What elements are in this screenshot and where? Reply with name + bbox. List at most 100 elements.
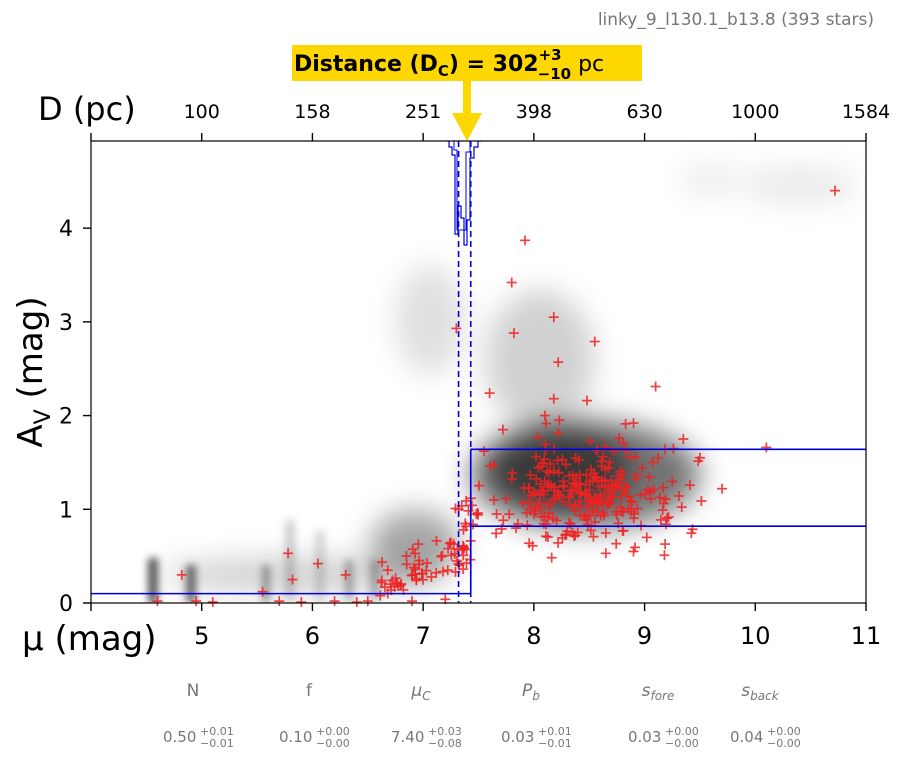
star-marker (655, 514, 666, 525)
star-marker (603, 491, 614, 502)
parameter-name: f (306, 681, 313, 701)
star-marker (508, 328, 519, 339)
x-tick-label: 7 (416, 622, 431, 650)
star-marker (351, 597, 362, 608)
star-marker (460, 518, 471, 529)
top-axis-ticks: 100 158 251 398 630 1000 1584 (90, 101, 890, 141)
y-axis-ticks: 0 1 2 3 4 (59, 217, 91, 617)
star-marker (694, 452, 705, 463)
star-marker (382, 565, 393, 576)
star-marker (608, 446, 619, 457)
star-marker (622, 482, 633, 493)
y-tick-label: 3 (59, 311, 73, 336)
star-marker (520, 235, 530, 246)
star-marker (548, 312, 559, 323)
star-marker (274, 596, 285, 607)
star-marker (587, 475, 598, 486)
star-marker (617, 525, 628, 536)
star-marker (600, 475, 611, 486)
star-marker (555, 490, 566, 501)
star-marker (458, 543, 469, 554)
density-background (148, 164, 860, 603)
top-tick-label: 100 (184, 101, 220, 123)
star-marker (501, 493, 512, 504)
star-marker (544, 467, 555, 478)
distance-highlight-box (292, 45, 642, 81)
star-marker (618, 438, 629, 449)
star-marker (597, 507, 608, 518)
star-marker (362, 596, 373, 607)
star-marker (523, 483, 534, 494)
star-marker (598, 451, 609, 462)
parameter-value: 0.03 (501, 728, 534, 746)
star-marker (538, 518, 549, 529)
star-marker (448, 539, 459, 550)
star-marker (283, 548, 294, 559)
star-marker (663, 512, 674, 523)
star-marker (457, 544, 468, 555)
star-marker (600, 548, 611, 559)
star-marker (549, 485, 560, 496)
star-marker (588, 531, 599, 542)
star-marker (830, 185, 840, 196)
star-marker (616, 491, 627, 502)
parameter-name: Pb (522, 681, 540, 703)
y-tick-label: 1 (59, 498, 73, 523)
parameter-minus-error: −0.08 (428, 737, 462, 750)
star-marker (628, 546, 639, 557)
star-marker (632, 503, 643, 514)
arrow-shaft (463, 81, 471, 114)
star-marker (628, 418, 639, 429)
star-marker (329, 596, 340, 607)
star-marker (312, 558, 323, 569)
star-marker (542, 532, 553, 543)
star-marker (761, 442, 772, 453)
parameter-minus-error: −0.01 (200, 737, 234, 750)
x-tick-label: 6 (305, 622, 320, 650)
star-marker (497, 424, 508, 435)
star-marker (454, 560, 465, 571)
star-marker (417, 574, 428, 585)
x-tick-label: 10 (740, 622, 771, 650)
star-marker (525, 504, 536, 515)
star-marker (553, 428, 564, 439)
parameter-plus-error: +0.00 (665, 725, 699, 738)
distance-prefix: Distance (D (294, 52, 438, 77)
star-marker (532, 431, 543, 442)
star-marker (451, 323, 462, 334)
parameter-minus-error: −0.01 (538, 737, 572, 750)
star-marker (410, 548, 421, 559)
parameter-entry: sback 0.04 +0.00−0.00 (730, 681, 801, 750)
star-marker (504, 509, 515, 520)
star-marker (614, 478, 625, 489)
star-marker (647, 457, 658, 468)
star-marker (542, 481, 553, 492)
star-marker (535, 485, 546, 496)
y-axis-label: AV (mag) (11, 296, 56, 447)
parameter-name: sfore (642, 681, 675, 703)
star-marker (484, 388, 495, 399)
star-marker (532, 498, 543, 509)
star-marker (648, 484, 659, 495)
star-marker (603, 462, 614, 473)
star-marker (527, 540, 538, 551)
star-marker (631, 470, 642, 481)
star-marker (437, 550, 448, 561)
star-marker (558, 496, 569, 507)
star-marker (627, 496, 638, 507)
star-marker (660, 494, 671, 505)
star-marker (644, 472, 655, 483)
star-marker (551, 515, 562, 526)
parameter-entry: sfore 0.03 +0.00−0.00 (628, 681, 699, 750)
parameter-entry: N 0.50 +0.01−0.01 (163, 681, 234, 750)
star-marker (657, 505, 668, 516)
parameter-value: 0.50 (163, 728, 196, 746)
star-marker (463, 505, 474, 516)
star-marker (618, 506, 629, 517)
star-marker (582, 519, 593, 530)
star-marker (585, 525, 596, 536)
star-marker (507, 467, 518, 478)
star-marker (525, 469, 536, 480)
star-marker (569, 479, 580, 490)
star-marker (431, 535, 442, 546)
